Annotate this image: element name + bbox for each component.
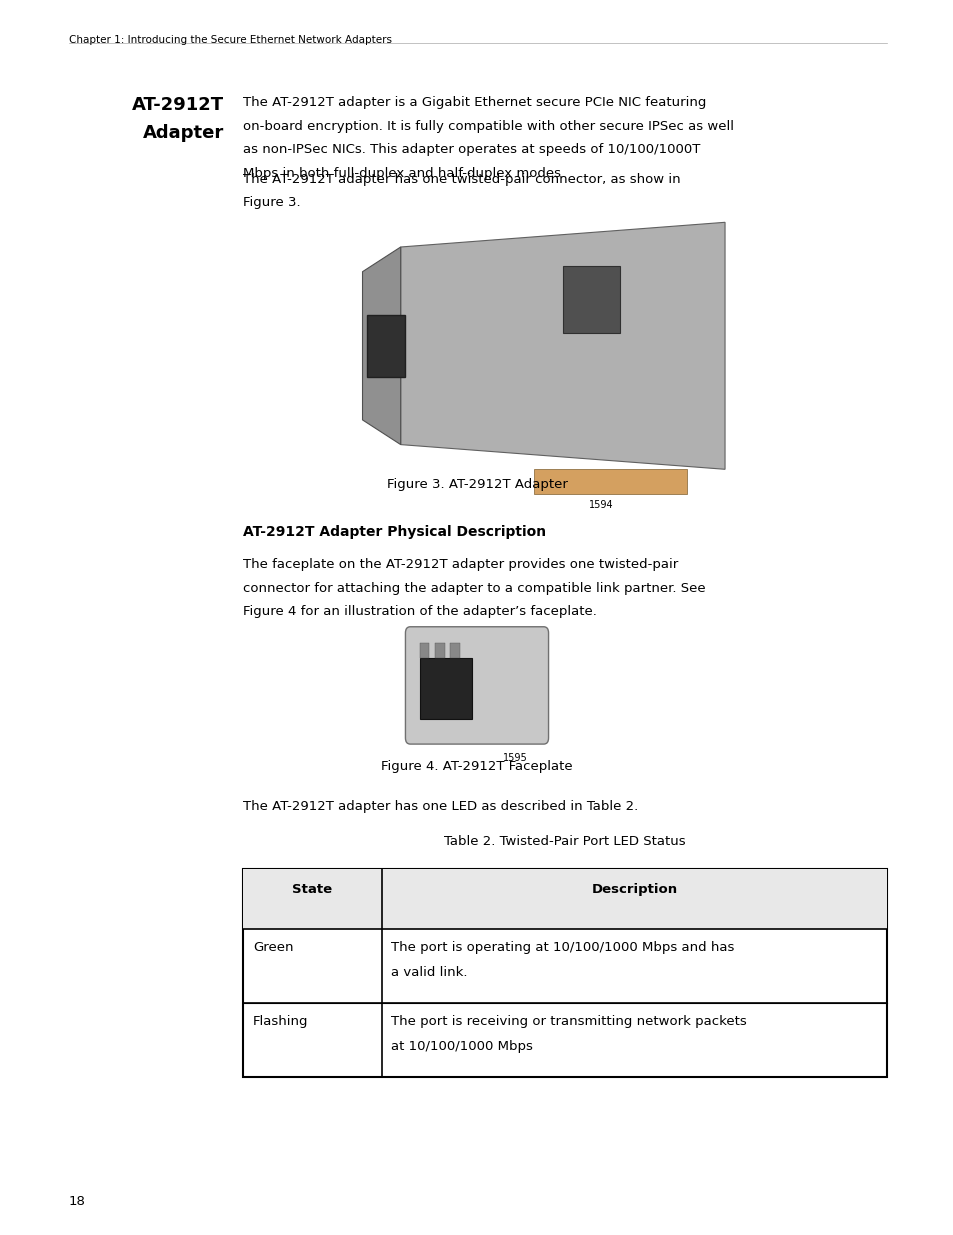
FancyBboxPatch shape <box>562 266 619 333</box>
Text: The port is operating at 10/100/1000 Mbps and has: The port is operating at 10/100/1000 Mbp… <box>391 941 734 955</box>
Text: The port is receiving or transmitting network packets: The port is receiving or transmitting ne… <box>391 1015 746 1029</box>
Text: Green: Green <box>253 941 293 955</box>
Text: Description: Description <box>591 883 677 895</box>
Text: Figure 3. AT-2912T Adapter: Figure 3. AT-2912T Adapter <box>386 478 567 492</box>
FancyBboxPatch shape <box>367 315 405 377</box>
Text: Figure 3.: Figure 3. <box>243 196 300 210</box>
Text: a valid link.: a valid link. <box>391 966 467 979</box>
FancyBboxPatch shape <box>243 869 886 1077</box>
Text: connector for attaching the adapter to a compatible link partner. See: connector for attaching the adapter to a… <box>243 582 705 595</box>
Text: 1595: 1595 <box>502 752 527 763</box>
Text: at 10/100/1000 Mbps: at 10/100/1000 Mbps <box>391 1040 533 1053</box>
FancyBboxPatch shape <box>419 657 472 719</box>
Text: The AT-2912T adapter has one LED as described in Table 2.: The AT-2912T adapter has one LED as desc… <box>243 800 638 814</box>
Text: Figure 4 for an illustration of the adapter’s faceplate.: Figure 4 for an illustration of the adap… <box>243 605 597 619</box>
Text: Table 2. Twisted-Pair Port LED Status: Table 2. Twisted-Pair Port LED Status <box>443 835 685 848</box>
FancyBboxPatch shape <box>405 626 548 743</box>
Text: Flashing: Flashing <box>253 1015 308 1029</box>
Text: The AT-2912T adapter has one twisted-pair connector, as show in: The AT-2912T adapter has one twisted-pai… <box>243 173 680 186</box>
Text: Adapter: Adapter <box>143 124 224 142</box>
FancyBboxPatch shape <box>450 642 459 657</box>
Polygon shape <box>362 247 400 445</box>
Text: as non-IPSec NICs. This adapter operates at speeds of 10/100/1000T: as non-IPSec NICs. This adapter operates… <box>243 143 700 157</box>
Text: Chapter 1: Introducing the Secure Ethernet Network Adapters: Chapter 1: Introducing the Secure Ethern… <box>69 35 392 44</box>
Text: AT-2912T: AT-2912T <box>132 96 224 115</box>
FancyBboxPatch shape <box>419 642 429 657</box>
Text: Figure 4. AT-2912T Faceplate: Figure 4. AT-2912T Faceplate <box>381 760 572 773</box>
Text: The faceplate on the AT-2912T adapter provides one twisted-pair: The faceplate on the AT-2912T adapter pr… <box>243 558 678 572</box>
FancyBboxPatch shape <box>243 869 886 929</box>
Text: 1594: 1594 <box>588 500 613 510</box>
Text: on-board encryption. It is fully compatible with other secure IPSec as well: on-board encryption. It is fully compati… <box>243 120 734 133</box>
Polygon shape <box>534 469 686 494</box>
FancyBboxPatch shape <box>435 642 444 657</box>
Text: Mbps in both full-duplex and half-duplex modes.: Mbps in both full-duplex and half-duplex… <box>243 167 565 180</box>
Text: 18: 18 <box>69 1194 86 1208</box>
Text: State: State <box>292 883 333 895</box>
Polygon shape <box>400 222 724 469</box>
Text: The AT-2912T adapter is a Gigabit Ethernet secure PCIe NIC featuring: The AT-2912T adapter is a Gigabit Ethern… <box>243 96 706 110</box>
Text: AT-2912T Adapter Physical Description: AT-2912T Adapter Physical Description <box>243 525 546 538</box>
